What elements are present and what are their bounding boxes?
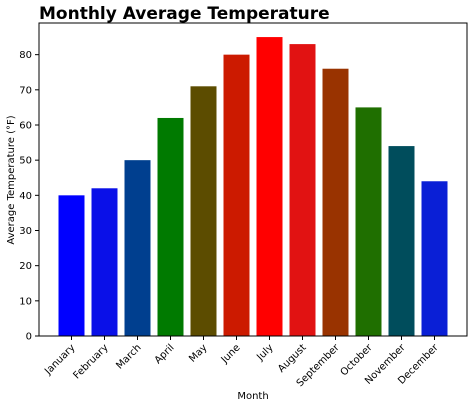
bar-february bbox=[91, 188, 118, 336]
y-tick-label: 0 bbox=[26, 332, 32, 343]
y-tick-label: 10 bbox=[19, 296, 32, 307]
bars-group bbox=[58, 37, 448, 337]
x-tick-label: March bbox=[114, 342, 143, 371]
x-tick-label: April bbox=[153, 342, 177, 366]
y-axis-ticks: 0 10 20 30 40 50 60 70 80 bbox=[19, 50, 39, 343]
x-tick-label: May bbox=[187, 342, 209, 364]
y-tick-label: 40 bbox=[19, 191, 32, 202]
bar-december bbox=[421, 181, 448, 336]
bar-march bbox=[124, 160, 151, 336]
x-axis-label: Month bbox=[237, 391, 268, 402]
bar-october bbox=[355, 107, 382, 337]
x-tick-label: July bbox=[254, 342, 275, 363]
y-tick-label: 50 bbox=[19, 156, 32, 167]
plot-frame bbox=[38, 22, 468, 337]
y-tick-label: 20 bbox=[19, 261, 32, 272]
y-axis-label: Average Temperature (°F) bbox=[6, 115, 17, 244]
x-tick-label: June bbox=[219, 342, 243, 366]
y-tick-label: 80 bbox=[19, 50, 32, 61]
bar-november bbox=[388, 146, 415, 336]
bar-august bbox=[289, 44, 316, 336]
chart-title: Monthly Average Temperature bbox=[39, 4, 330, 24]
y-tick-label: 60 bbox=[19, 120, 32, 131]
x-tick-label: August bbox=[276, 342, 309, 375]
bar-september bbox=[322, 68, 349, 336]
y-tick-label: 30 bbox=[19, 226, 32, 237]
y-tick-label: 70 bbox=[19, 85, 32, 96]
bar-june bbox=[223, 54, 250, 337]
bar-may bbox=[190, 86, 217, 336]
bar-july bbox=[256, 37, 283, 336]
x-tick-label: February bbox=[72, 342, 111, 381]
bar-january bbox=[58, 195, 85, 336]
bar-april bbox=[157, 117, 184, 337]
